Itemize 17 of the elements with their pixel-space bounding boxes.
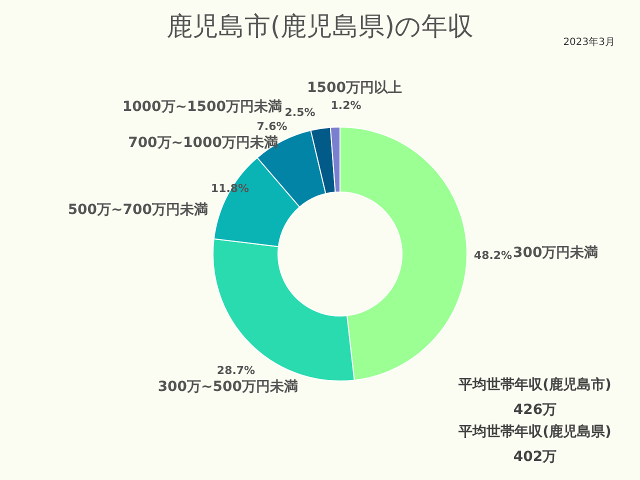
- text: 平均世帯年収(鹿児島県): [458, 423, 612, 440]
- slice-label: 700万~1000万円未満: [128, 135, 278, 151]
- data-label: 2.5%: [284, 106, 316, 119]
- data-label: 1.2%: [330, 99, 362, 112]
- slice-label: 500万~700万円未満: [68, 202, 208, 218]
- data-label: 7.6%: [256, 120, 288, 133]
- chart-title: 鹿児島市(鹿児島県)の年収: [166, 12, 474, 42]
- slice-label: 300万~500万円未満: [158, 379, 298, 395]
- slice-label: 1000万~1500万円未満: [122, 99, 282, 115]
- text: 402万: [513, 449, 557, 465]
- text: 平均世帯年収(鹿児島市): [458, 376, 612, 393]
- slice-label: 300万円未満: [513, 245, 598, 261]
- slice-label: 1500万円以上: [307, 80, 402, 96]
- text: 426万: [513, 402, 557, 418]
- data-label: 28.7%: [216, 364, 256, 377]
- text: 2023年3月: [563, 36, 615, 48]
- data-label: 48.2%: [474, 249, 512, 262]
